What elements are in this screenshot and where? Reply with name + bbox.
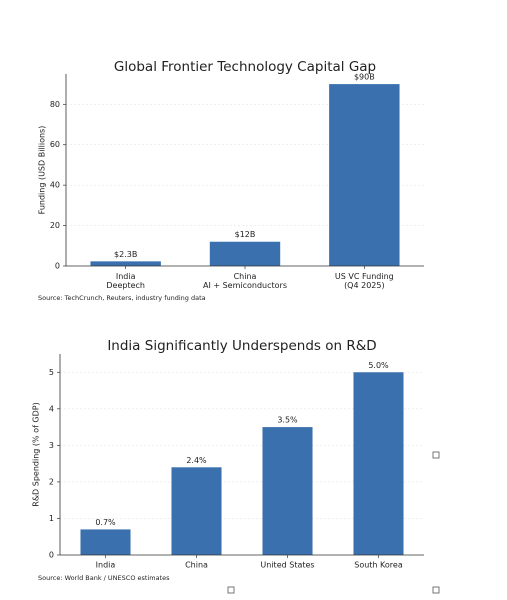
y-tick-label: 60 [50, 140, 60, 149]
bar [329, 84, 400, 267]
x-tick-label: India Deeptech [106, 272, 145, 290]
y-tick-label: 3 [49, 441, 54, 450]
bar [262, 427, 313, 555]
data-label: 5.0% [368, 361, 389, 370]
y-tick-label: 0 [49, 551, 54, 560]
x-tick-label: United States [260, 561, 314, 570]
y-tick-label: 0 [55, 262, 60, 271]
chart-title: Global Frontier Technology Capital Gap [114, 59, 376, 75]
y-tick-label: 5 [49, 368, 54, 377]
x-tick-label: US VC Funding (Q4 2025) [335, 272, 394, 290]
bar [353, 372, 404, 555]
data-label: $2.3B [114, 250, 137, 259]
source-note: Source: World Bank / UNESCO estimates [38, 574, 170, 582]
y-axis-label: R&D Spending (% of GDP) [32, 402, 41, 506]
data-label: $90B [354, 73, 375, 82]
y-tick-label: 2 [49, 477, 54, 486]
bar [90, 261, 161, 266]
y-tick-label: 80 [50, 100, 60, 109]
y-tick-label: 20 [50, 221, 60, 230]
marker [432, 586, 440, 594]
y-tick-label: 40 [50, 181, 60, 190]
x-tick-label: India [96, 561, 116, 570]
bar [209, 241, 281, 266]
marker [432, 451, 440, 459]
y-tick-label: 1 [49, 514, 54, 523]
data-label: 2.4% [186, 456, 207, 465]
data-label: 3.5% [277, 416, 298, 425]
marker [227, 586, 235, 594]
y-tick-label: 4 [49, 404, 54, 413]
x-tick-label: China [185, 561, 208, 570]
y-axis-label: Funding (USD Billions) [38, 126, 47, 215]
data-label: $12B [235, 230, 256, 239]
bar [80, 529, 131, 555]
data-label: 0.7% [95, 518, 116, 527]
chart-title: India Significantly Underspends on R&D [107, 338, 376, 354]
bar [171, 467, 222, 555]
x-tick-label: South Korea [354, 561, 403, 570]
source-note: Source: TechCrunch, Reuters, industry fu… [38, 294, 206, 302]
x-tick-label: China AI + Semiconductors [203, 272, 287, 290]
